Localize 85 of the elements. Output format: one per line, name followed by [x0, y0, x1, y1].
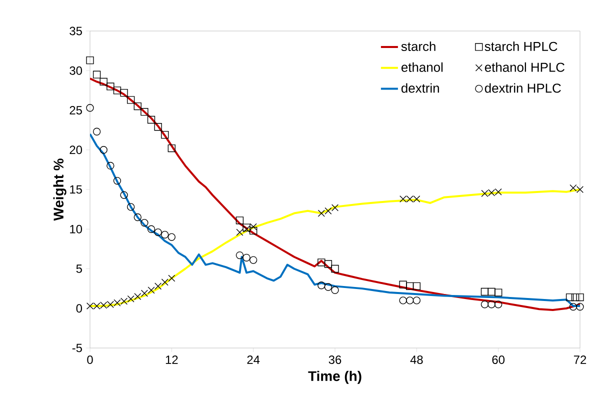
point — [480, 288, 489, 296]
point — [576, 302, 584, 311]
point — [494, 300, 502, 308]
point — [236, 216, 244, 224]
y-tick-label: -5 — [72, 344, 82, 352]
legend-label: ethanol HPLC — [484, 62, 564, 72]
point — [399, 280, 407, 288]
point — [236, 251, 244, 260]
legend-label: starch — [401, 42, 436, 52]
line-series — [90, 188, 580, 307]
point — [412, 282, 421, 290]
point — [412, 296, 421, 304]
point — [120, 191, 128, 199]
point — [324, 260, 332, 268]
point — [127, 203, 135, 211]
point — [154, 282, 162, 290]
point — [331, 264, 339, 273]
point — [147, 225, 156, 233]
x-tick-label: 48 — [410, 356, 423, 364]
point — [331, 204, 339, 212]
point — [488, 300, 496, 308]
point — [100, 146, 108, 154]
point — [168, 274, 176, 282]
point — [134, 213, 142, 222]
point — [161, 130, 169, 139]
x-tick-label: 36 — [328, 356, 342, 364]
point — [140, 218, 148, 227]
point — [168, 144, 176, 152]
point — [168, 233, 176, 241]
point — [86, 56, 94, 64]
point — [86, 104, 94, 112]
point — [242, 254, 250, 262]
y-tick-label: 35 — [70, 26, 82, 36]
legend-label: starch HPLC — [484, 42, 558, 52]
legend-label: dextrin HPLC — [484, 83, 561, 93]
point — [148, 286, 155, 294]
point — [100, 78, 108, 86]
legend-label: ethanol — [401, 62, 443, 72]
point — [134, 102, 142, 110]
x-axis-title: Time (h) — [308, 370, 362, 384]
point — [569, 302, 578, 311]
point — [113, 176, 122, 185]
y-tick-label: 5 — [76, 264, 82, 273]
y-axis-title: Weight % — [53, 158, 66, 221]
point — [324, 283, 332, 291]
point — [120, 88, 128, 97]
y-tick-label: 0 — [76, 304, 82, 313]
legend-label: dextrin — [401, 83, 439, 93]
x-tick-label: 12 — [166, 356, 178, 364]
y-tick-label: 25 — [70, 106, 82, 114]
point — [140, 290, 148, 297]
point — [318, 282, 326, 290]
point — [127, 96, 135, 104]
x-tick-label: 72 — [574, 356, 586, 364]
point — [154, 228, 162, 236]
y-tick-label: 30 — [70, 66, 82, 75]
point — [399, 296, 407, 304]
point — [406, 296, 414, 304]
point — [576, 293, 584, 302]
point — [318, 258, 326, 266]
point — [236, 228, 244, 236]
point — [250, 256, 258, 264]
point — [161, 278, 168, 286]
y-tick-label: 15 — [70, 185, 82, 194]
point — [571, 293, 580, 302]
point — [106, 82, 114, 90]
point — [406, 282, 414, 290]
point — [140, 108, 148, 116]
point — [494, 288, 502, 296]
point — [92, 128, 101, 136]
point — [566, 293, 574, 302]
point — [161, 230, 169, 239]
point — [488, 288, 496, 296]
point — [92, 70, 101, 78]
point — [106, 162, 114, 170]
point — [113, 86, 122, 94]
x-tick-label: 0 — [87, 356, 93, 364]
point — [480, 300, 489, 308]
x-tick-label: 60 — [492, 356, 505, 364]
x-tick-label: 24 — [247, 356, 260, 364]
y-tick-label: 20 — [70, 146, 82, 154]
point — [147, 116, 156, 124]
y-tick-label: 10 — [70, 224, 82, 234]
point — [331, 286, 339, 294]
point — [154, 123, 162, 131]
